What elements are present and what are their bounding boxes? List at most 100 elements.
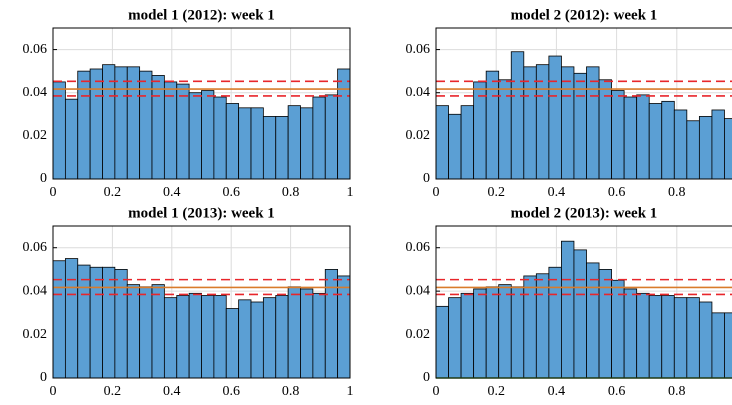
histogram-bar <box>64 258 79 379</box>
histogram-bar <box>337 275 351 379</box>
histogram-bar <box>151 75 165 180</box>
histogram-bar <box>548 55 562 180</box>
histogram-bar <box>673 297 688 379</box>
histogram-bar <box>498 284 512 379</box>
histogram-bar <box>435 305 449 379</box>
histogram-bar <box>52 260 66 379</box>
histogram-bar <box>648 103 663 180</box>
histogram-bar <box>510 286 525 379</box>
subplot: model 1 (2012): week 1 0 0.02 0.04 0.06 0 0.2 0… <box>23 7 354 200</box>
histogram-bar <box>64 98 79 180</box>
histogram-bar <box>77 70 91 180</box>
subplot-title: model 2 (2013): week 1 <box>511 205 658 221</box>
x-tick-label: 0.4 <box>548 384 566 399</box>
histogram-bar <box>698 301 713 379</box>
histogram-bar <box>300 288 314 379</box>
x-tick-label: 0 <box>50 185 57 200</box>
histogram-bar <box>225 308 240 379</box>
histogram-bar <box>126 284 141 379</box>
histogram-bar <box>498 79 512 180</box>
subplot: model 2 (2012): week 1 0 0.02 0.04 0.06 0 0.2 0… <box>406 7 732 200</box>
histogram-bar <box>448 113 462 180</box>
histogram-bar <box>561 240 575 379</box>
histogram-bar <box>523 275 537 379</box>
subplot-title: model 2 (2012): week 1 <box>511 7 658 23</box>
x-tick-label: 1 <box>347 185 354 200</box>
x-tick-label: 0.6 <box>608 384 626 399</box>
histogram-bar <box>636 94 650 180</box>
histogram-bar <box>250 301 264 379</box>
histogram-bar <box>535 273 550 379</box>
subplot: model 2 (2013): week 1 0 0.02 0.04 0.06 0 0.2 0… <box>406 205 732 399</box>
histogram-bar <box>485 286 500 379</box>
y-tick-label: 0 <box>40 370 47 385</box>
histogram-bar <box>711 312 725 379</box>
histogram-bar <box>262 297 277 379</box>
histogram-bar <box>611 90 625 180</box>
histogram-bar <box>661 295 675 379</box>
histogram-bar <box>523 66 537 180</box>
histogram-bar <box>213 295 227 379</box>
y-tick-label: 0.02 <box>23 128 48 143</box>
histogram-bar <box>114 66 128 180</box>
histogram-bar <box>238 299 252 379</box>
subplot-title: model 1 (2012): week 1 <box>128 7 275 23</box>
x-tick-label: 0.4 <box>548 185 566 200</box>
histogram-bar <box>510 51 525 180</box>
histogram-bar <box>636 292 650 379</box>
histogram-bar <box>89 266 103 379</box>
histogram-bar <box>176 295 190 379</box>
histogram-bar <box>151 284 165 379</box>
y-tick-label: 0.06 <box>23 42 48 57</box>
histogram-bar <box>460 292 475 379</box>
histogram-bar <box>139 70 153 180</box>
x-tick-label: 0.2 <box>104 185 122 200</box>
x-tick-label: 0.2 <box>487 185 505 200</box>
histogram-bar <box>77 264 91 379</box>
x-tick-label: 0.8 <box>282 185 300 200</box>
histogram-bar <box>598 269 612 379</box>
y-tick-label: 0 <box>423 370 430 385</box>
histogram-bar <box>598 79 612 180</box>
histogram-bar <box>724 312 732 379</box>
subplot-title: model 1 (2013): week 1 <box>128 205 275 221</box>
y-tick-label: 0 <box>40 171 47 186</box>
histogram-bar <box>711 109 725 180</box>
histogram-bar <box>698 116 713 180</box>
y-tick-label: 0.04 <box>406 85 431 100</box>
histogram-bar <box>312 292 326 379</box>
histogram-bar <box>623 96 638 180</box>
histogram-bar <box>201 90 215 180</box>
y-tick-label: 0.02 <box>406 128 431 143</box>
x-tick-label: 0.4 <box>163 185 181 200</box>
y-tick-label: 0.04 <box>406 283 431 298</box>
axes-box <box>52 225 351 379</box>
histogram-bar <box>213 96 227 180</box>
histogram-bar <box>262 116 277 180</box>
axes-box <box>435 225 732 379</box>
histogram-bar <box>561 66 575 180</box>
histogram-bar <box>312 96 326 180</box>
y-tick-label: 0.06 <box>406 42 431 57</box>
axes-box <box>435 27 732 180</box>
y-tick-label: 0.06 <box>406 240 431 255</box>
histogram-bar <box>102 266 116 379</box>
histogram-bar <box>89 68 103 180</box>
histogram-bar <box>287 286 301 379</box>
histogram-bar <box>548 266 562 379</box>
y-tick-label: 0.02 <box>406 327 431 342</box>
histogram-bar <box>724 118 732 180</box>
subplot: model 1 (2013): week 1 0 0.02 0.04 0.06 0 0.2 0… <box>23 205 354 399</box>
y-tick-label: 0.04 <box>23 85 48 100</box>
x-tick-label: 0 <box>433 384 440 399</box>
histogram-bar <box>287 105 301 180</box>
histogram-bar <box>225 103 240 180</box>
y-tick-label: 0.04 <box>23 283 48 298</box>
x-tick-label: 0.6 <box>222 185 240 200</box>
histogram-bar <box>337 68 351 180</box>
x-tick-label: 0.6 <box>608 185 626 200</box>
histogram-bar <box>573 249 587 379</box>
axes-box <box>52 27 351 180</box>
